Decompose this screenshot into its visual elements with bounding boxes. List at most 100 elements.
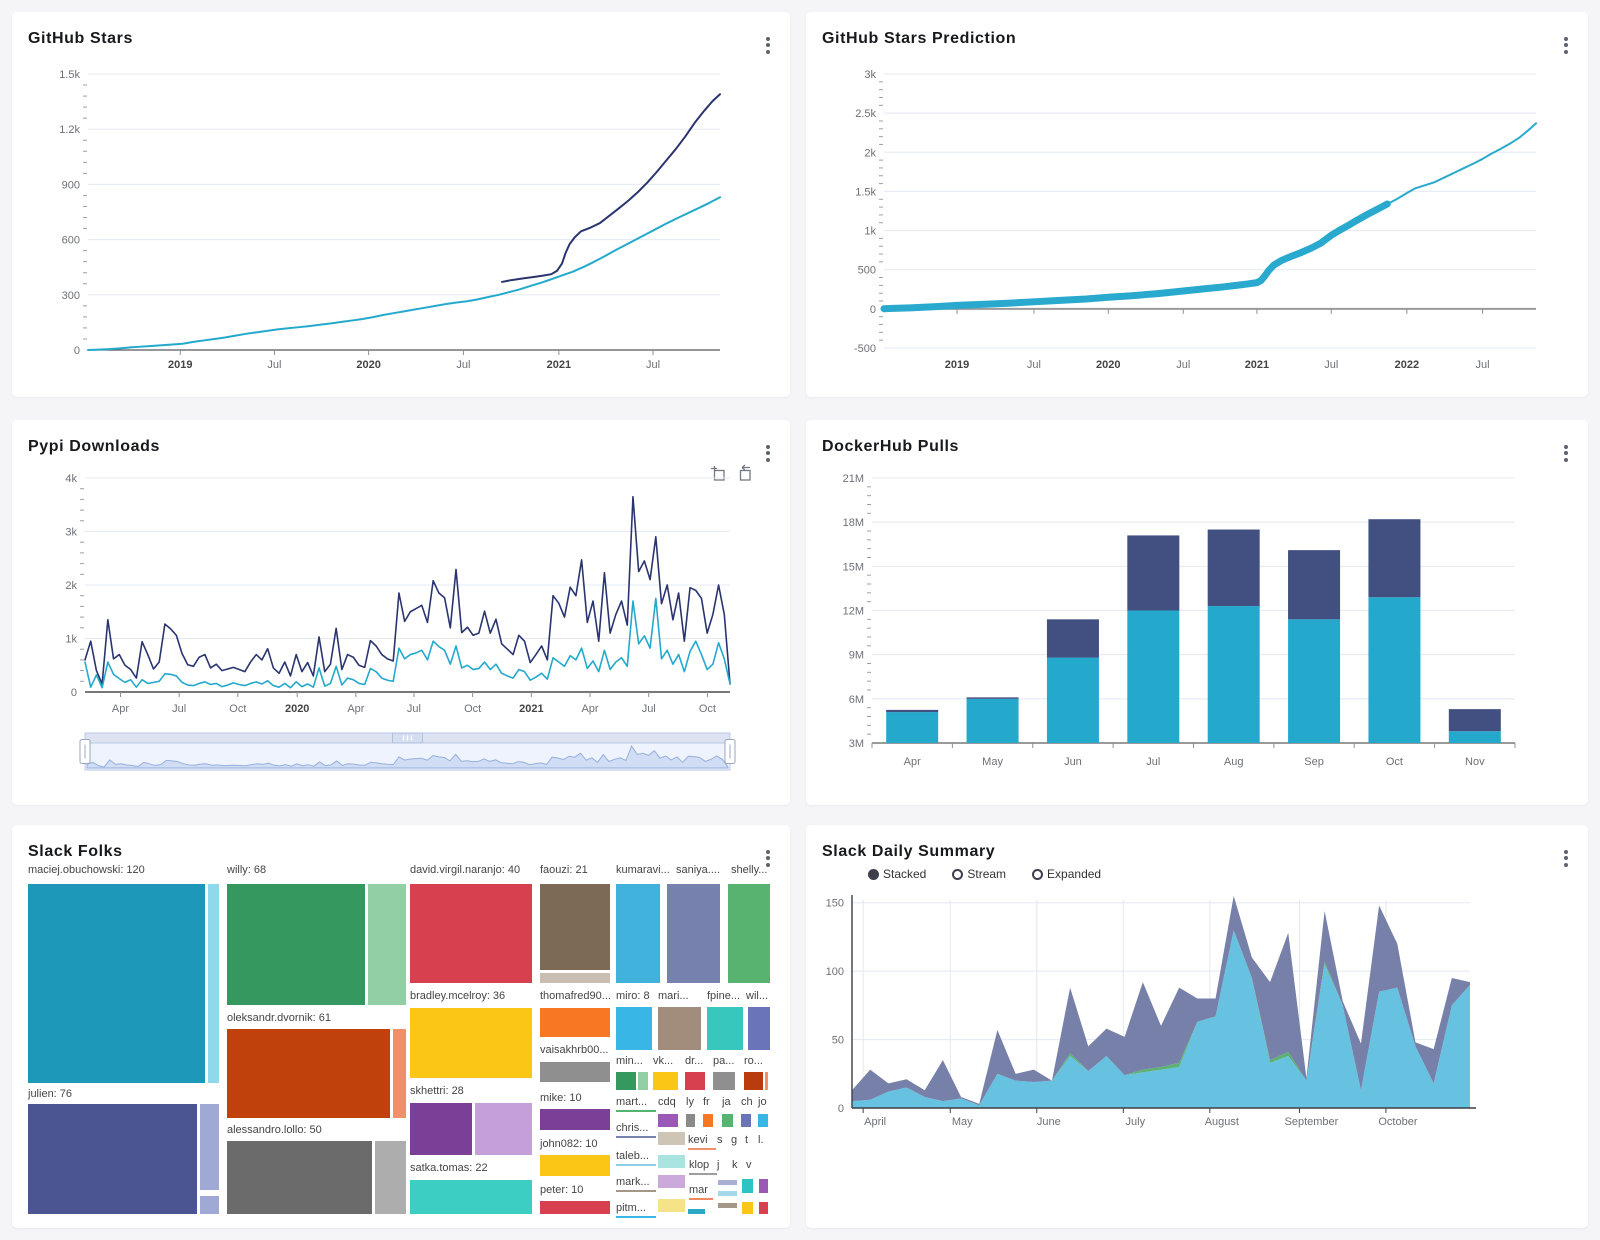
treemap-block[interactable] <box>475 1103 532 1155</box>
treemap-block[interactable] <box>658 1132 685 1145</box>
treemap-block[interactable] <box>658 1007 701 1050</box>
svg-text:Jul: Jul <box>642 703 656 715</box>
svg-text:September: September <box>1285 1116 1339 1128</box>
treemap-block[interactable] <box>410 884 532 983</box>
more-menu-icon[interactable] <box>1562 845 1570 871</box>
treemap-block[interactable] <box>410 1103 472 1155</box>
more-menu-icon[interactable] <box>764 440 772 466</box>
svg-text:2k: 2k <box>65 580 77 592</box>
treemap-block[interactable] <box>540 1062 610 1082</box>
more-menu-icon[interactable] <box>764 845 772 871</box>
treemap-block[interactable] <box>667 884 720 983</box>
treemap-block[interactable] <box>718 1203 737 1208</box>
treemap-block[interactable] <box>208 884 219 1083</box>
treemap-block[interactable] <box>742 1202 753 1214</box>
legend-item-stream[interactable]: Stream <box>952 867 1006 881</box>
treemap-block[interactable] <box>616 1007 652 1050</box>
treemap-label: pitm... <box>616 1202 646 1214</box>
treemap-block[interactable] <box>410 1008 532 1078</box>
svg-text:Jul: Jul <box>1476 359 1490 371</box>
bar-segment <box>886 709 939 713</box>
treemap-block[interactable] <box>707 1007 743 1050</box>
treemap-block[interactable] <box>685 1072 705 1090</box>
treemap-block[interactable] <box>410 1180 532 1214</box>
svg-text:0: 0 <box>838 1103 844 1115</box>
treemap-block[interactable] <box>686 1114 695 1127</box>
treemap-mini-bar[interactable] <box>688 1148 716 1150</box>
treemap-block[interactable] <box>653 1072 678 1090</box>
svg-text:50: 50 <box>832 1035 844 1047</box>
legend-item-expanded[interactable]: Expanded <box>1032 867 1101 881</box>
treemap-block[interactable] <box>718 1191 737 1196</box>
treemap-block[interactable] <box>368 884 406 1005</box>
treemap-block[interactable] <box>742 1179 753 1193</box>
treemap-block[interactable] <box>540 884 610 970</box>
treemap-block[interactable] <box>616 1072 636 1090</box>
treemap-mini-bar[interactable] <box>616 1136 656 1138</box>
treemap-block[interactable] <box>759 1179 768 1193</box>
treemap-block[interactable] <box>200 1196 219 1214</box>
treemap-label: j <box>717 1159 720 1171</box>
legend-swatch-open <box>1032 868 1044 880</box>
more-menu-icon[interactable] <box>1562 32 1570 58</box>
treemap-label: kevi <box>688 1134 708 1146</box>
more-menu-icon[interactable] <box>1562 440 1570 466</box>
svg-text:4k: 4k <box>65 473 77 485</box>
treemap-block[interactable] <box>658 1199 685 1212</box>
treemap-block[interactable] <box>28 1104 197 1214</box>
treemap-block[interactable] <box>759 1202 768 1214</box>
treemap-block[interactable] <box>393 1029 406 1118</box>
treemap-label: julien: 76 <box>28 1088 73 1100</box>
treemap-block[interactable] <box>540 973 610 983</box>
svg-text:Jul: Jul <box>646 359 660 371</box>
area-zoom-icon[interactable] <box>710 464 728 482</box>
treemap-block[interactable] <box>744 1072 763 1090</box>
treemap-mini-bar[interactable] <box>689 1198 713 1200</box>
treemap-block[interactable] <box>540 1201 610 1214</box>
treemap-mini-bar[interactable] <box>616 1216 656 1218</box>
treemap-block[interactable] <box>540 1155 610 1176</box>
treemap-block[interactable] <box>375 1141 406 1214</box>
treemap-block[interactable] <box>616 884 660 983</box>
treemap-label: k <box>732 1159 738 1171</box>
bar-segment <box>1448 731 1501 743</box>
legend-item-stacked[interactable]: Stacked <box>868 867 926 881</box>
treemap-block[interactable] <box>638 1072 648 1090</box>
bar-segment <box>1368 519 1421 598</box>
treemap-block[interactable] <box>765 1072 768 1090</box>
treemap-block[interactable] <box>200 1104 219 1190</box>
treemap-block[interactable] <box>741 1114 751 1127</box>
treemap-block[interactable] <box>748 1007 770 1050</box>
treemap-block[interactable] <box>227 1141 372 1214</box>
treemap-block[interactable] <box>728 884 770 983</box>
treemap-label: wil... <box>746 990 768 1002</box>
treemap-block[interactable] <box>658 1155 685 1168</box>
treemap-mini-bar[interactable] <box>616 1190 656 1192</box>
treemap-label: cdq <box>658 1096 676 1108</box>
treemap-block[interactable] <box>28 884 205 1083</box>
more-menu-icon[interactable] <box>764 32 772 58</box>
treemap-mini-bar[interactable] <box>616 1110 656 1112</box>
restore-icon[interactable] <box>736 464 754 482</box>
treemap-block[interactable] <box>758 1114 768 1127</box>
treemap-block[interactable] <box>722 1114 733 1127</box>
treemap-block[interactable] <box>540 1008 610 1037</box>
treemap-label: ja <box>722 1096 731 1108</box>
treemap-block[interactable] <box>688 1209 705 1214</box>
range-slider[interactable] <box>79 732 736 771</box>
treemap-block[interactable] <box>718 1180 737 1185</box>
bar-segment <box>1127 610 1180 743</box>
treemap-block[interactable] <box>540 1109 610 1130</box>
treemap-block[interactable] <box>703 1114 713 1127</box>
treemap-block[interactable] <box>227 884 365 1005</box>
treemap-mini-bar[interactable] <box>616 1164 656 1166</box>
treemap-label: satka.tomas: 22 <box>410 1162 488 1174</box>
panel-title: DockerHub Pulls <box>822 438 960 455</box>
treemap-block[interactable] <box>227 1029 390 1118</box>
series-unique <box>84 597 731 689</box>
treemap-mini-bar[interactable] <box>689 1173 717 1175</box>
treemap-block[interactable] <box>658 1114 678 1127</box>
panel-title: GitHub Stars Prediction <box>822 30 1017 47</box>
treemap-block[interactable] <box>658 1175 685 1188</box>
treemap-block[interactable] <box>713 1072 735 1090</box>
